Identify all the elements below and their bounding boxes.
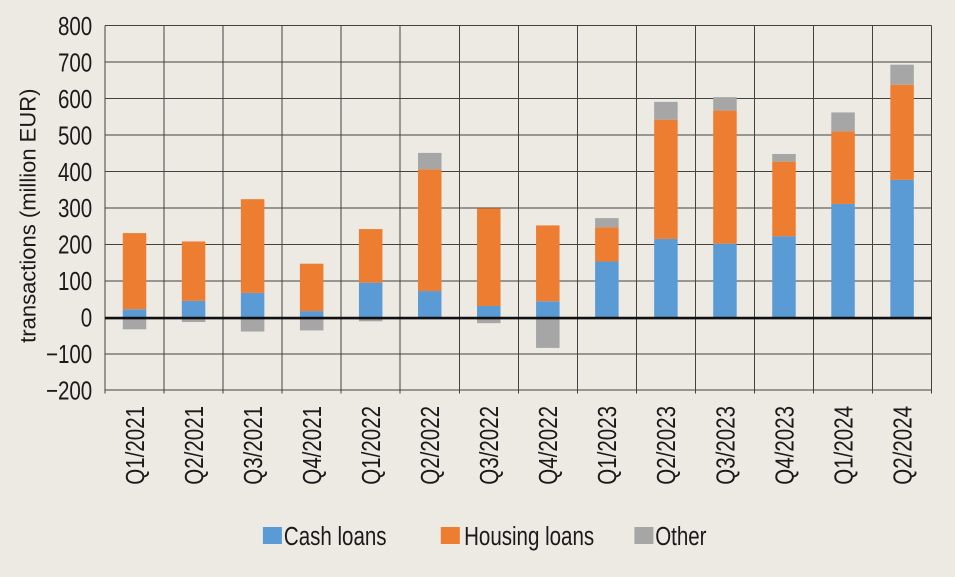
svg-text:Housing loans: Housing loans	[464, 521, 594, 550]
svg-text:Other: Other	[655, 521, 706, 550]
svg-text:Q4/2023: Q4/2023	[770, 406, 799, 485]
svg-text:300: 300	[58, 194, 92, 223]
svg-text:100: 100	[58, 267, 92, 296]
svg-text:Cash loans: Cash loans	[284, 521, 387, 550]
svg-text:Q3/2021: Q3/2021	[239, 406, 268, 485]
svg-text:−200: −200	[46, 376, 92, 405]
svg-text:Q3/2022: Q3/2022	[475, 406, 504, 485]
svg-text:500: 500	[58, 121, 92, 150]
svg-text:transactions (million EUR): transactions (million EUR)	[16, 89, 41, 343]
svg-text:400: 400	[58, 157, 92, 186]
svg-text:Q2/2021: Q2/2021	[180, 406, 209, 485]
svg-text:−100: −100	[46, 340, 92, 369]
svg-text:Q2/2024: Q2/2024	[888, 406, 917, 485]
svg-text:Q1/2021: Q1/2021	[121, 406, 150, 485]
svg-text:700: 700	[58, 48, 92, 77]
svg-text:Q1/2024: Q1/2024	[829, 406, 858, 485]
svg-text:Q4/2022: Q4/2022	[534, 406, 563, 485]
svg-text:Q4/2021: Q4/2021	[298, 406, 327, 485]
svg-text:800: 800	[58, 12, 92, 41]
svg-text:Q2/2023: Q2/2023	[652, 406, 681, 485]
svg-text:Q1/2022: Q1/2022	[357, 406, 386, 485]
svg-text:Q1/2023: Q1/2023	[593, 406, 622, 485]
svg-text:Q2/2022: Q2/2022	[416, 406, 445, 485]
svg-text:0: 0	[81, 303, 92, 332]
svg-text:600: 600	[58, 85, 92, 114]
svg-text:200: 200	[58, 230, 92, 259]
svg-text:Q3/2023: Q3/2023	[711, 406, 740, 485]
